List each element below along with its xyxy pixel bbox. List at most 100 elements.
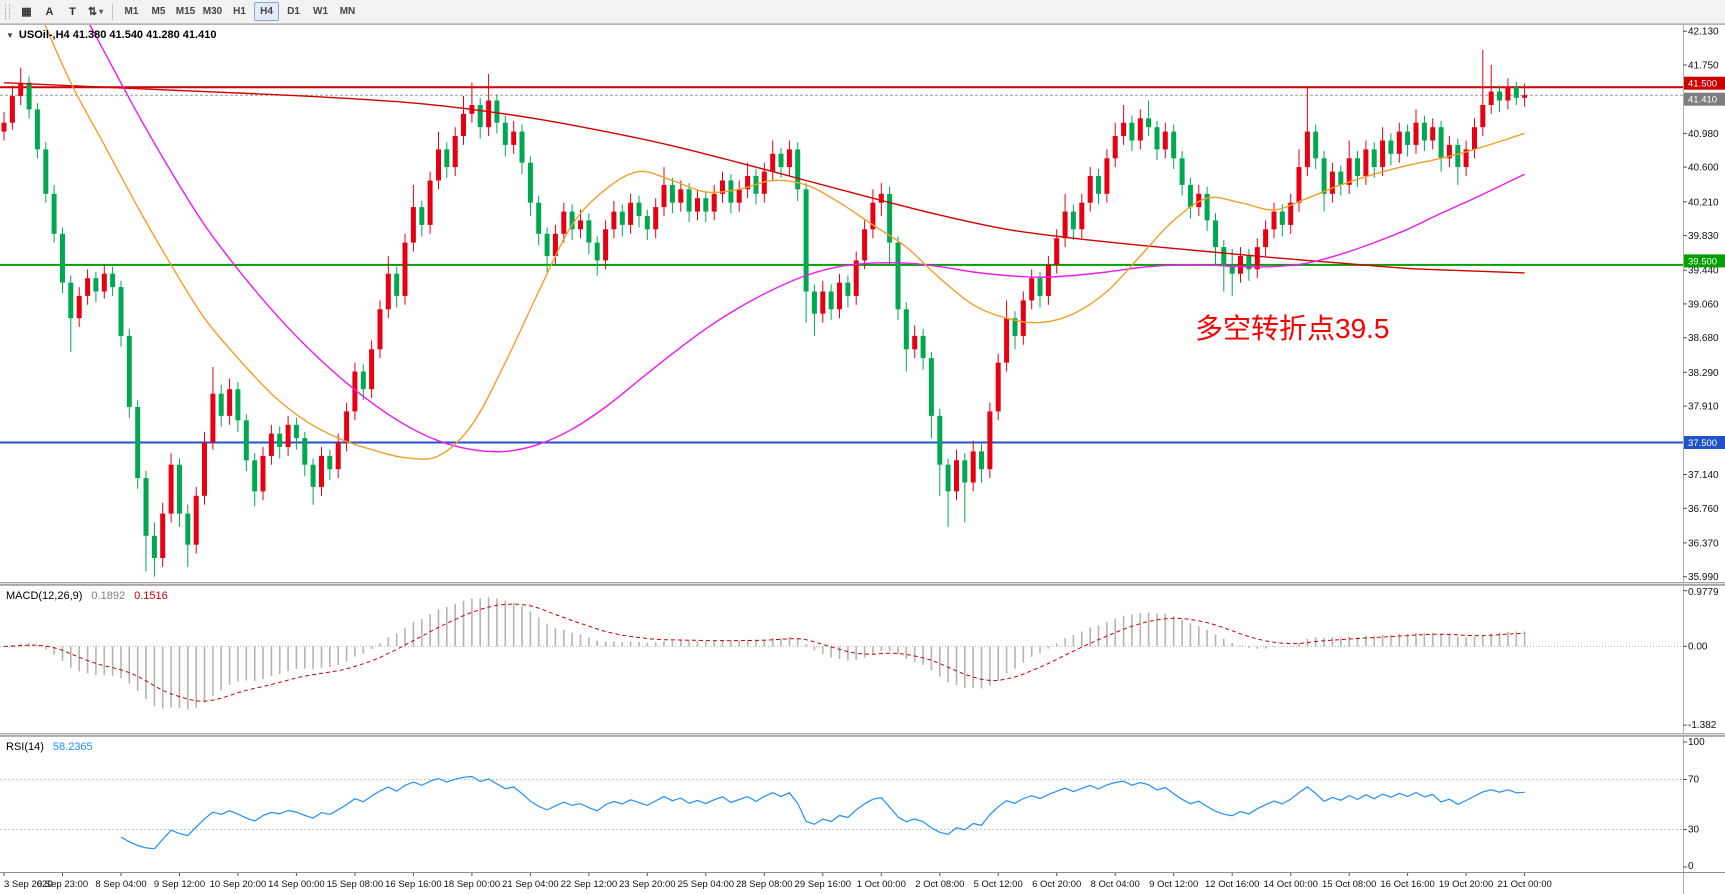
timeframe-h1-button[interactable]: H1	[227, 2, 252, 21]
chart-header: ▼ USOil-,H4 41.380 41.540 41.280 41.410	[6, 29, 216, 41]
macd-signal-value: 0.1516	[134, 590, 168, 602]
macd-canvas[interactable]: 0.9779 0.00 -1.382	[0, 586, 1725, 733]
macd-axis-label: 0.9779	[1688, 587, 1719, 598]
price-tick-label: 39.060	[1688, 299, 1719, 310]
toolbar-separator	[112, 3, 113, 20]
price-badge	[1684, 436, 1725, 449]
rsi-canvas[interactable]: 100 70 30 0	[0, 737, 1725, 872]
charts-grid-button[interactable]: ▦	[16, 2, 37, 21]
price-badge	[1684, 254, 1725, 268]
macd-label: MACD(12,26,9)	[6, 590, 83, 602]
price-badge-label: 37.500	[1688, 438, 1717, 449]
grid-icon: ▦	[21, 6, 32, 18]
macd-axis-label: 0.00	[1688, 641, 1708, 652]
price-tick-label: 39.440	[1688, 266, 1719, 277]
price-tick-label: 42.130	[1688, 27, 1719, 38]
timeframe-mn-button[interactable]: MN	[335, 2, 360, 21]
toolbar-grip[interactable]	[5, 4, 10, 19]
panel-splitter[interactable]	[0, 582, 1725, 585]
timeframe-h4-button[interactable]: H4	[254, 2, 279, 21]
price-badge-label: 39.500	[1688, 256, 1717, 267]
time-axis-label: 8 Sep 04:00	[95, 879, 146, 890]
time-axis-label: 29 Sep 16:00	[795, 879, 852, 890]
price-tick-label: 36.760	[1688, 504, 1719, 515]
price-badge	[1684, 92, 1725, 106]
timeframe-m1-button[interactable]: M1	[119, 2, 144, 21]
time-axis-label: 6 Sep 23:00	[37, 879, 88, 890]
price-tick-label: 35.990	[1688, 572, 1719, 582]
price-tick-label: 37.140	[1688, 470, 1719, 481]
rsi-axis-label: 100	[1688, 737, 1705, 748]
price-tick-label: 37.910	[1688, 402, 1719, 413]
price-tick-label: 40.210	[1688, 197, 1719, 208]
time-axis-label: 16 Sep 16:00	[385, 879, 442, 890]
time-axis[interactable]: 3 Sep 2020 6 Sep 23:00 8 Sep 04:00 9 Sep 12…	[0, 872, 1725, 894]
time-axis-label: 6 Oct 20:00	[1032, 879, 1081, 890]
candles-layer	[1, 49, 1528, 577]
panel-splitter[interactable]	[0, 733, 1725, 736]
time-axis-label: 10 Sep 20:00	[210, 879, 267, 890]
time-axis-label: 14 Oct 00:00	[1263, 879, 1317, 890]
price-tick-label: 40.980	[1688, 129, 1719, 140]
text-tool-button[interactable]: T	[62, 2, 83, 21]
rsi-line	[120, 775, 1525, 850]
rsi-value: 58.2365	[52, 741, 93, 753]
time-axis-label: 15 Oct 08:00	[1322, 879, 1376, 890]
time-axis-label: 15 Sep 08:00	[327, 879, 384, 890]
time-axis-label: 14 Sep 00:00	[268, 879, 325, 890]
macd-axis-label: -1.382	[1688, 720, 1717, 731]
time-axis-label: 23 Sep 20:00	[619, 879, 676, 890]
time-axis-label: 5 Oct 12:00	[974, 879, 1023, 890]
time-axis-label: 2 Oct 08:00	[915, 879, 964, 890]
price-tick-label: 36.370	[1688, 538, 1719, 549]
macd-histogram	[11, 597, 1526, 710]
rsi-panel[interactable]: 100 70 30 0 RSI(14) 58.2365	[0, 736, 1725, 872]
time-axis-label: 21 Oct 00:00	[1497, 879, 1551, 890]
price-badge-label: 41.410	[1688, 95, 1717, 106]
ma-mid-magenta	[89, 25, 1525, 453]
main-chart-panel[interactable]: 42.130 41.750 40.980 40.600 40.210 39.830 39.4…	[0, 24, 1725, 582]
macd-signal-line	[3, 603, 1525, 702]
time-axis-label: 21 Sep 04:00	[502, 879, 559, 890]
rsi-axis-label: 0	[1688, 861, 1694, 872]
macd-main-value: 0.1892	[91, 590, 126, 602]
cursor-a-tool-button[interactable]: A	[39, 2, 60, 21]
collapse-arrow-icon[interactable]: ▼	[6, 30, 14, 40]
time-axis-label: 8 Oct 04:00	[1091, 879, 1140, 890]
time-axis-label: 22 Sep 12:00	[561, 879, 618, 890]
price-tick-label: 40.600	[1688, 163, 1719, 174]
macd-panel[interactable]: 0.9779 0.00 -1.382 MACD(12,26,9) 0.1892 0.…	[0, 585, 1725, 733]
rsi-axis-label: 70	[1688, 775, 1700, 786]
symbol-ohlc-label: USOil-,H4 41.380 41.540 41.280 41.410	[18, 29, 217, 41]
price-badge	[1684, 76, 1725, 90]
price-tick-label: 38.290	[1688, 368, 1719, 379]
toolbar: ▦ A T ⇅ ▾ M1 M5 M15 M30 H1 H4 D1 W1 MN	[0, 0, 1725, 24]
time-axis-label: 19 Oct 20:00	[1439, 879, 1493, 890]
time-axis-label: 25 Sep 04:00	[678, 879, 735, 890]
rsi-label: RSI(14)	[6, 741, 44, 753]
time-axis-label: 3 Sep 2020	[4, 879, 53, 890]
time-axis-label: 16 Oct 16:00	[1380, 879, 1434, 890]
time-axis-label: 18 Sep 00:00	[444, 879, 501, 890]
time-axis-label: 1 Oct 00:00	[857, 879, 906, 890]
rsi-axis-label: 30	[1688, 825, 1700, 836]
rsi-header: RSI(14) 58.2365	[6, 741, 93, 753]
price-tick-label: 41.750	[1688, 61, 1719, 72]
time-axis-label: 12 Oct 16:00	[1205, 879, 1259, 890]
price-badge-label: 41.500	[1688, 79, 1717, 90]
timeframe-m30-button[interactable]: M30	[200, 2, 225, 21]
main-chart-canvas[interactable]: 42.130 41.750 40.980 40.600 40.210 39.830 39.4…	[0, 25, 1725, 582]
arrows-icon: ⇅	[87, 6, 98, 18]
time-axis-label: 9 Oct 12:00	[1149, 879, 1198, 890]
timeframe-w1-button[interactable]: W1	[308, 2, 333, 21]
timeframe-d1-button[interactable]: D1	[281, 2, 306, 21]
time-axis-label: 9 Sep 12:00	[154, 879, 205, 890]
chevron-down-icon: ▾	[99, 7, 104, 16]
price-tick-label: 38.680	[1688, 333, 1719, 344]
timeframe-m15-button[interactable]: M15	[173, 2, 198, 21]
price-tick-label: 39.830	[1688, 231, 1719, 242]
ma-fast-orange	[44, 25, 1525, 460]
timeframe-m5-button[interactable]: M5	[146, 2, 171, 21]
arrow-objects-button[interactable]: ⇅ ▾	[85, 2, 106, 21]
